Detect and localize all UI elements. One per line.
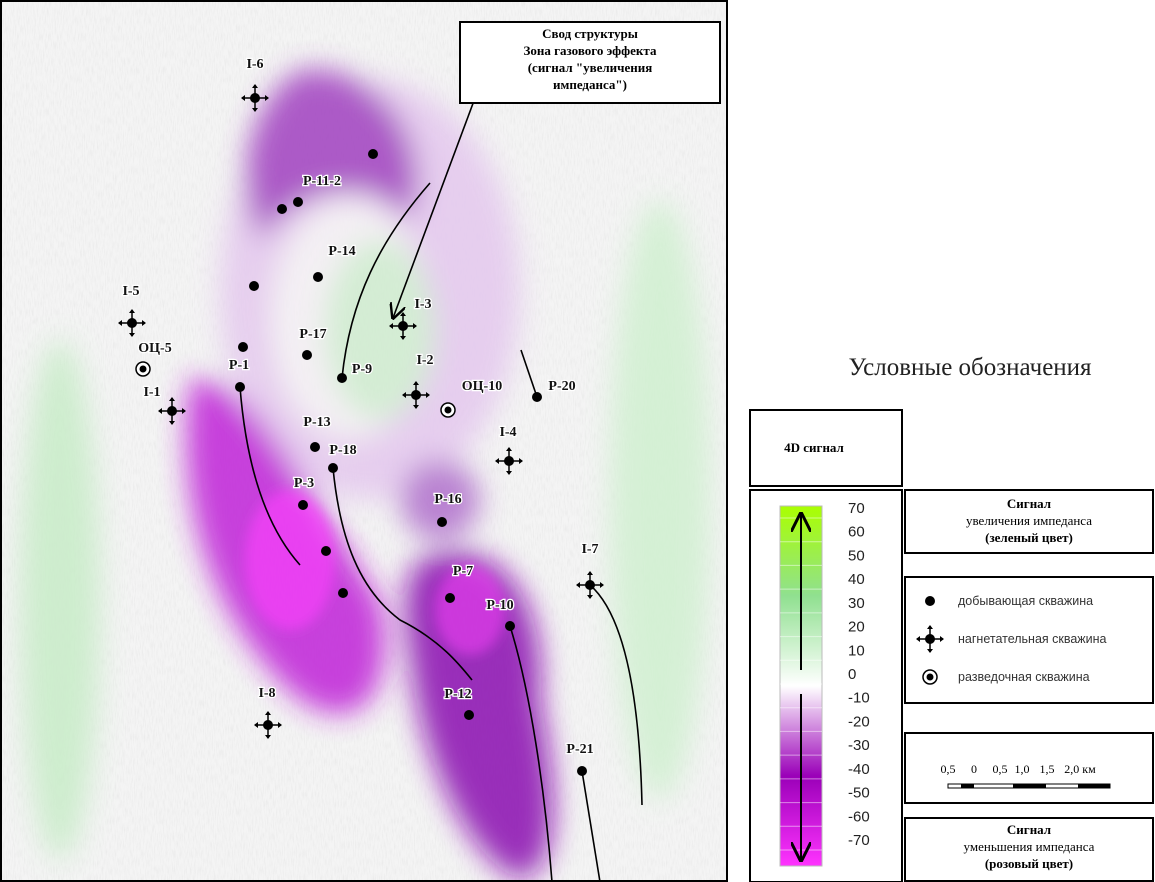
production-well — [298, 500, 308, 510]
legend-title: Условные обозначения — [848, 354, 1092, 381]
colorbar-tick-label: -70 — [848, 832, 870, 849]
well-dot — [411, 390, 421, 400]
colorbar-tick-label: -40 — [848, 761, 870, 778]
colorbar-tick-label: 70 — [848, 500, 865, 517]
exploration-well — [136, 362, 150, 376]
scale-label: 1,5 — [1040, 762, 1055, 776]
scale-bar — [948, 784, 1110, 788]
well-label: I-5 — [122, 284, 139, 299]
well-label: I-2 — [416, 353, 433, 368]
production-well — [302, 350, 312, 360]
well-label: Р-1 — [229, 358, 249, 373]
well-label: I-7 — [581, 542, 598, 557]
well-dot — [140, 366, 147, 373]
decrease-label: (розовый цвет) — [985, 856, 1073, 871]
production-well — [464, 710, 474, 720]
scale-label: 2,0 км — [1064, 762, 1096, 776]
colorbar-tick-label: 0 — [848, 666, 856, 683]
well-dot — [167, 406, 177, 416]
callout-line: Зона газового эффекта — [524, 43, 657, 58]
well-label: I-3 — [414, 297, 431, 312]
callout-line: (сигнал "увеличения — [528, 60, 653, 75]
well-dot — [927, 674, 934, 681]
well-label: ОЦ-10 — [462, 379, 502, 394]
map-figure: I-6 Р-11-2 Р-14 I-5 I-3 Р-17 ОЦ-5 Р-1 Р-9 I-2 ОЦ-1… — [0, 0, 1155, 882]
production-well — [532, 392, 542, 402]
symbol-label: добывающая скважина — [958, 594, 1093, 608]
well-dot — [504, 456, 514, 466]
production-well — [577, 766, 587, 776]
legend: Условные обозначения 4D сигнал Сигнал ув… — [750, 354, 1153, 882]
colorbar-tick-label: -10 — [848, 690, 870, 707]
well-label: I-1 — [143, 385, 160, 400]
scale-label: 1,0 — [1015, 762, 1030, 776]
colorbar-tick-label: 50 — [848, 547, 865, 564]
colorbar-tick-label: -60 — [848, 808, 870, 825]
colorbar-tick-label: 40 — [848, 571, 865, 588]
scale-label: 0 — [971, 762, 977, 776]
colorbar-tick-label: -20 — [848, 713, 870, 730]
production-well — [328, 463, 338, 473]
exploration-well — [923, 670, 937, 684]
well-label: I-8 — [258, 686, 275, 701]
exploration-well — [441, 403, 455, 417]
scale-label: 0,5 — [993, 762, 1008, 776]
increase-label: увеличения импеданса — [966, 513, 1092, 528]
production-well — [437, 517, 447, 527]
production-well — [505, 621, 515, 631]
well-dot — [398, 321, 408, 331]
decrease-label: Сигнал — [1007, 822, 1051, 837]
production-well — [313, 272, 323, 282]
colorbar-tick-label: 10 — [848, 642, 865, 659]
well-label: I-4 — [499, 425, 516, 440]
well-dot — [250, 93, 260, 103]
well-dot — [925, 634, 935, 644]
decrease-label: уменьшения импеданса — [964, 839, 1095, 854]
callout-line: Свод структуры — [542, 26, 638, 41]
well-dot — [127, 318, 137, 328]
well-label: Р-11-2 — [303, 174, 341, 189]
colorbar-tick-label: 60 — [848, 524, 865, 541]
well-label: Р-18 — [329, 443, 356, 458]
scale-label: 0,5 — [941, 762, 956, 776]
well-label: Р-16 — [434, 492, 461, 507]
map: I-6 Р-11-2 Р-14 I-5 I-3 Р-17 ОЦ-5 Р-1 Р-9 I-2 ОЦ-1… — [0, 0, 728, 882]
well-dot — [585, 580, 595, 590]
colorbar-tick-label: 20 — [848, 619, 865, 636]
well-dot — [445, 407, 452, 414]
symbol-label: нагнетательная скважина — [958, 632, 1107, 646]
production-well — [445, 593, 455, 603]
increase-label: (зеленый цвет) — [985, 530, 1073, 545]
colorbar-tick-label: 30 — [848, 595, 865, 612]
signal-box-label: 4D сигнал — [784, 440, 844, 455]
symbol-label: разведочная скважина — [958, 670, 1090, 684]
colorbar-tick-label: -50 — [848, 785, 870, 802]
well-label: Р-7 — [453, 564, 473, 579]
colorbar-tick-label: -30 — [848, 737, 870, 754]
well-label: Р-13 — [303, 415, 330, 430]
production-well — [293, 197, 303, 207]
well-dot — [263, 720, 273, 730]
production-well — [235, 382, 245, 392]
increase-label: Сигнал — [1007, 496, 1051, 511]
well-label: Р-17 — [299, 327, 326, 342]
production-well — [925, 596, 935, 606]
well-label: Р-20 — [548, 379, 575, 394]
well-label: Р-3 — [294, 476, 314, 491]
callout-line: импеданса") — [553, 77, 627, 92]
well-label: Р-10 — [486, 598, 513, 613]
well-label: Р-14 — [328, 244, 355, 259]
production-well — [337, 373, 347, 383]
well-label: Р-21 — [566, 742, 593, 757]
production-well — [310, 442, 320, 452]
well-label: ОЦ-5 — [138, 341, 171, 356]
callout: Свод структуры Зона газового эффекта (си… — [460, 22, 720, 103]
well-label: Р-9 — [352, 362, 372, 377]
well-label: I-6 — [246, 57, 263, 72]
well-label: Р-12 — [444, 687, 471, 702]
